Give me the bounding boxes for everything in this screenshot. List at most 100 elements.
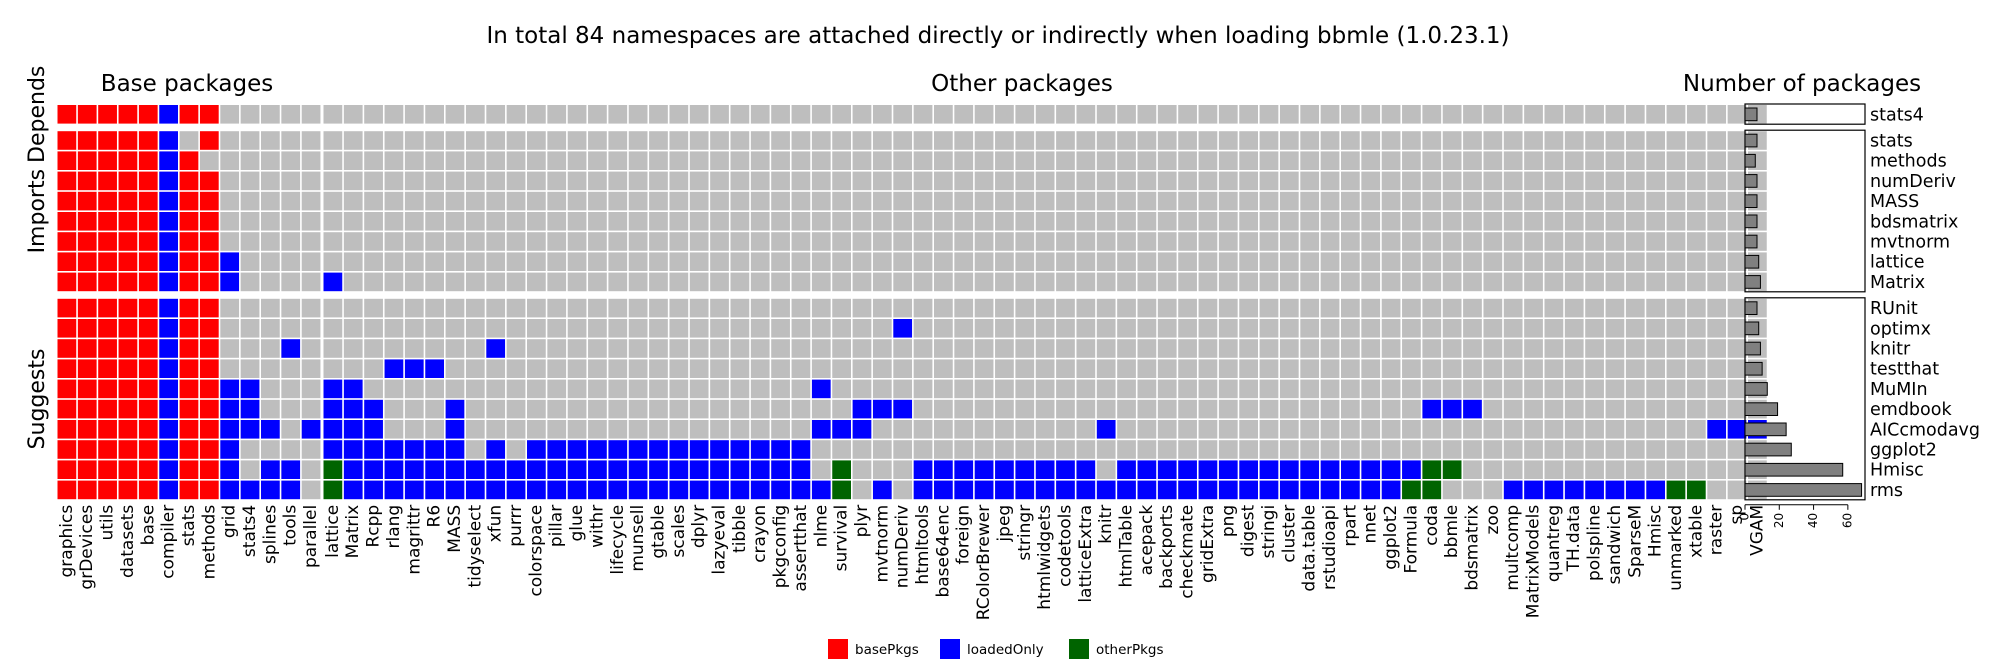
column-label-digest: digest — [1239, 504, 1259, 557]
cell-stats-crayon — [750, 131, 770, 150]
cell-numderiv-mass — [445, 171, 465, 191]
cell-matrix-withr — [588, 272, 607, 292]
count-bar-numderiv — [1744, 174, 1758, 188]
cell-mumin-grdevices — [77, 379, 97, 399]
cell-optimx-datasets — [118, 319, 138, 338]
cell-lattice-th-data — [1564, 252, 1584, 271]
cell-runit-numderiv — [893, 298, 913, 318]
cell-matrix-methods — [199, 272, 219, 292]
cell-mumin-base64enc — [934, 379, 953, 399]
cell-optimx-methods — [199, 319, 219, 338]
cell-hmisc-purrr — [506, 460, 526, 479]
cell-ggplot2-colorspace — [527, 440, 546, 459]
cell-testthat-mvtnorm — [872, 359, 892, 378]
cell-numderiv-checkmate — [1178, 171, 1197, 191]
cell-ggplot2-grid — [220, 440, 240, 459]
cell-hmisc-knitr — [1096, 460, 1116, 479]
cell-numderiv-assertthat — [791, 171, 811, 191]
cell-mass-mvtnorm — [872, 191, 892, 211]
cell-hmisc-parallel — [301, 460, 321, 479]
cell-bdsmatrix-colorspace — [527, 212, 546, 231]
cell-numderiv-grdevices — [77, 171, 97, 191]
cell-testthat-formula — [1402, 359, 1421, 378]
cell-knitr-withr — [588, 339, 607, 358]
cell-emdbook-xtable — [1686, 399, 1706, 419]
cell-lattice-latticeextra — [1076, 252, 1096, 271]
cell-stats4-xtable — [1686, 105, 1706, 124]
cell-aiccmodavg-raster — [1707, 420, 1727, 439]
cell-aiccmodavg-stats — [179, 420, 199, 439]
cell-mass-stats4 — [240, 191, 260, 211]
cell-rms-digest — [1239, 480, 1258, 500]
cell-rms-tibble — [730, 480, 750, 500]
cell-rms-bdsmatrix — [1463, 480, 1482, 500]
cell-numderiv-bdsmatrix — [1463, 171, 1482, 191]
cell-emdbook-rpart — [1341, 399, 1360, 419]
cell-lattice-htmlwidgets — [1035, 252, 1055, 271]
cell-knitr-stats — [179, 339, 199, 358]
cell-knitr-multcomp — [1503, 339, 1523, 358]
cell-matrix-coda — [1422, 272, 1442, 292]
cell-mass-tools — [281, 191, 301, 211]
cell-aiccmodavg-htmlwidgets — [1035, 420, 1055, 439]
cell-lattice-crayon — [750, 252, 770, 271]
count-bar-optimx — [1744, 321, 1760, 336]
cell-mvtnorm-ggplot2 — [1381, 232, 1401, 251]
cell-bdsmatrix-pillar — [547, 212, 567, 231]
cell-mumin-digest — [1239, 379, 1258, 399]
cell-numderiv-scales — [669, 171, 689, 191]
cell-optimx-htmltable — [1117, 319, 1136, 338]
cell-hmisc-zoo — [1483, 460, 1503, 479]
cell-numderiv-purrr — [506, 171, 526, 191]
cell-ggplot2-stringi — [1259, 440, 1279, 459]
cell-stats-stringr — [1015, 131, 1035, 150]
cell-stats4-png — [1218, 105, 1238, 124]
cell-emdbook-checkmate — [1178, 399, 1197, 419]
cell-runit-lattice — [323, 298, 343, 318]
cell-emdbook-digest — [1239, 399, 1258, 419]
cell-mvtnorm-tidyselect — [465, 232, 485, 251]
cell-mumin-htmltools — [913, 379, 933, 399]
cell-mumin-formula — [1402, 379, 1421, 399]
cell-rms-foreign — [954, 480, 974, 500]
cell-ggplot2-pkgconfig — [771, 440, 790, 459]
cell-knitr-rstudioapi — [1320, 339, 1340, 358]
cell-bdsmatrix-xfun — [486, 212, 506, 231]
cell-knitr-cluster — [1279, 339, 1299, 358]
cell-rms-survival — [832, 480, 851, 500]
cell-ggplot2-rcpp — [364, 440, 383, 459]
cell-stats4-htmltools — [913, 105, 933, 124]
cell-optimx-multcomp — [1503, 319, 1523, 338]
cell-mass-unmarked — [1666, 191, 1686, 211]
cell-stats4-th-data — [1564, 105, 1584, 124]
cell-matrix-rpart — [1341, 272, 1360, 292]
cell-mass-lifecycle — [608, 191, 628, 211]
cell-mumin-scales — [669, 379, 689, 399]
cell-knitr-utils — [98, 339, 117, 358]
cell-aiccmodavg-data-table — [1300, 420, 1320, 439]
cell-ggplot2-htmltable — [1117, 440, 1136, 459]
cell-mumin-methods — [199, 379, 219, 399]
cell-aiccmodavg-cluster — [1279, 420, 1299, 439]
cell-mvtnorm-quantreg — [1544, 232, 1564, 251]
cell-mass-nnet — [1361, 191, 1381, 211]
cell-knitr-sp — [1727, 339, 1747, 358]
cell-emdbook-foreign — [954, 399, 974, 419]
cell-mvtnorm-checkmate — [1178, 232, 1197, 251]
cell-matrix-compiler — [159, 272, 178, 292]
cell-methods-base — [138, 151, 158, 170]
cell-numderiv-hmisc — [1646, 171, 1665, 191]
cell-methods-sparsem — [1625, 151, 1645, 170]
cell-aiccmodavg-base — [138, 420, 158, 439]
cell-stats-th-data — [1564, 131, 1584, 150]
cell-numderiv-xfun — [486, 171, 506, 191]
cell-hmisc-rlang — [384, 460, 404, 479]
cell-hmisc-htmltable — [1117, 460, 1136, 479]
cell-rms-methods — [199, 480, 219, 500]
cell-ggplot2-nlme — [811, 440, 831, 459]
cell-emdbook-xfun — [486, 399, 506, 419]
cell-numderiv-withr — [588, 171, 607, 191]
cell-numderiv-magrittr — [404, 171, 424, 191]
cell-optimx-checkmate — [1178, 319, 1197, 338]
cell-stats4-parallel — [301, 105, 321, 124]
